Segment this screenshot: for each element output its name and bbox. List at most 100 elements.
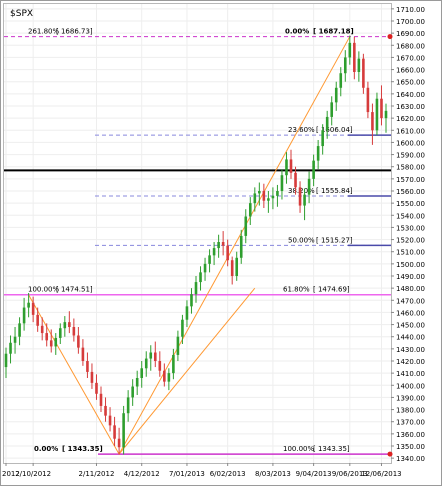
y-tick-label: 1620.00: [396, 115, 425, 123]
plot-frame: [3, 3, 392, 464]
candle-body: [27, 302, 30, 308]
y-tick-label: 1510.00: [396, 249, 425, 257]
candle-body: [68, 322, 71, 327]
y-tick-label: 1450.00: [396, 322, 425, 330]
y-tick-label: 1670.00: [396, 54, 425, 62]
candle-body: [371, 112, 374, 131]
x-tick-label: 2/10/2012: [15, 470, 51, 478]
y-tick-label: 1470.00: [396, 297, 425, 305]
x-tick-label: 2/11/2012: [79, 470, 115, 478]
y-tick-label: 1420.00: [396, 358, 425, 366]
x-tick-label: 12/06/2013: [361, 470, 401, 478]
candle-body: [22, 307, 26, 324]
candle-body: [181, 319, 184, 337]
y-tick-label: 1630.00: [396, 103, 425, 111]
candle-body: [253, 193, 257, 204]
y-tick-label: 1590.00: [396, 152, 425, 160]
candle-body: [217, 242, 220, 249]
y-tick-label: 1340.00: [396, 455, 425, 463]
x-tick-label: 9/06/2013: [332, 470, 368, 478]
candle-body: [158, 361, 162, 371]
candle-body: [262, 191, 266, 201]
y-tick-label: 1530.00: [396, 224, 425, 232]
price-candles: [4, 35, 388, 455]
y-axis: 1340.00 1350.00 1360.00 1370.00 1380.00 1390.…: [391, 6, 425, 463]
fib-left-price-label: [ 1686.73]: [56, 28, 93, 36]
candle-body: [289, 159, 293, 173]
candle-body: [307, 178, 311, 195]
y-tick-label: 1370.00: [396, 419, 425, 427]
candle-body: [380, 98, 383, 119]
y-tick-label: 1580.00: [396, 164, 425, 172]
y-tick-label: 1600.00: [396, 139, 425, 147]
candle-body: [135, 378, 139, 387]
candle-body: [176, 336, 180, 355]
candle-body: [117, 438, 121, 448]
candle-body: [276, 191, 279, 196]
candle-body: [31, 302, 35, 315]
x-tick-label: 4/12/2012: [124, 470, 160, 478]
zigzag-line: [118, 287, 256, 455]
candle-body: [122, 413, 125, 448]
candle-body: [153, 352, 157, 361]
candle-body: [258, 191, 261, 194]
y-tick-label: 1710.00: [396, 6, 425, 14]
y-tick-label: 1380.00: [396, 407, 425, 415]
y-tick-label: 1610.00: [396, 127, 425, 135]
candle-body: [95, 382, 98, 394]
candle-body: [18, 323, 21, 337]
y-tick-label: 1400.00: [396, 382, 425, 390]
candle-body: [343, 57, 347, 74]
candle-body: [194, 282, 198, 295]
candle-body: [185, 306, 189, 320]
fib-pct-label: 23.60%: [288, 126, 315, 134]
candle-body: [303, 194, 306, 206]
candle-body: [149, 352, 153, 359]
candle-body: [144, 358, 148, 369]
fib-left-pct-label: 261.80%: [28, 28, 59, 36]
candle-body: [357, 58, 361, 72]
fib-right-price-label: [ 1474.69]: [313, 286, 350, 294]
y-tick-label: 1640.00: [396, 91, 425, 99]
candle-body: [321, 130, 324, 147]
candle-body: [163, 370, 166, 382]
candle-body: [316, 146, 320, 161]
candle-body: [375, 98, 379, 131]
candle-body: [221, 242, 225, 246]
candle-body: [339, 73, 343, 88]
candle-body: [54, 337, 58, 347]
y-tick-label: 1480.00: [396, 285, 425, 293]
candle-body: [86, 361, 89, 372]
y-tick-label: 1350.00: [396, 443, 425, 451]
fib-right-pct-label: 100.00%: [283, 445, 314, 453]
candle-body: [285, 159, 288, 176]
fib-left-pct-label: 0.00%: [34, 445, 58, 453]
y-tick-label: 1410.00: [396, 370, 425, 378]
candle-body: [108, 415, 112, 426]
fib-left-price-label: [ 1474.51]: [56, 286, 93, 294]
y-tick-label: 1550.00: [396, 200, 425, 208]
candle-body: [104, 405, 107, 416]
y-tick-label: 1690.00: [396, 30, 425, 38]
candle-body: [140, 368, 144, 378]
fib-right-price-label: [ 1687.18]: [313, 28, 354, 36]
candle-body: [271, 195, 275, 199]
candle-body: [172, 354, 175, 374]
candle-body: [280, 175, 284, 191]
candle-body: [230, 260, 234, 276]
y-tick-label: 1490.00: [396, 273, 425, 281]
candle-body: [190, 294, 193, 307]
candle-body: [239, 235, 243, 258]
fib-right-pct-label: 0.00%: [285, 28, 309, 36]
candle-body: [244, 216, 248, 236]
y-tick-label: 1540.00: [396, 212, 425, 220]
candle-body: [113, 425, 116, 439]
candle-body: [49, 340, 53, 347]
fib-right-price-label: [ 1343.35]: [313, 445, 350, 453]
candle-body: [348, 42, 352, 58]
candle-body: [325, 116, 329, 131]
fib-price-label: [ 1555.84]: [316, 187, 353, 195]
candle-body: [199, 272, 202, 283]
